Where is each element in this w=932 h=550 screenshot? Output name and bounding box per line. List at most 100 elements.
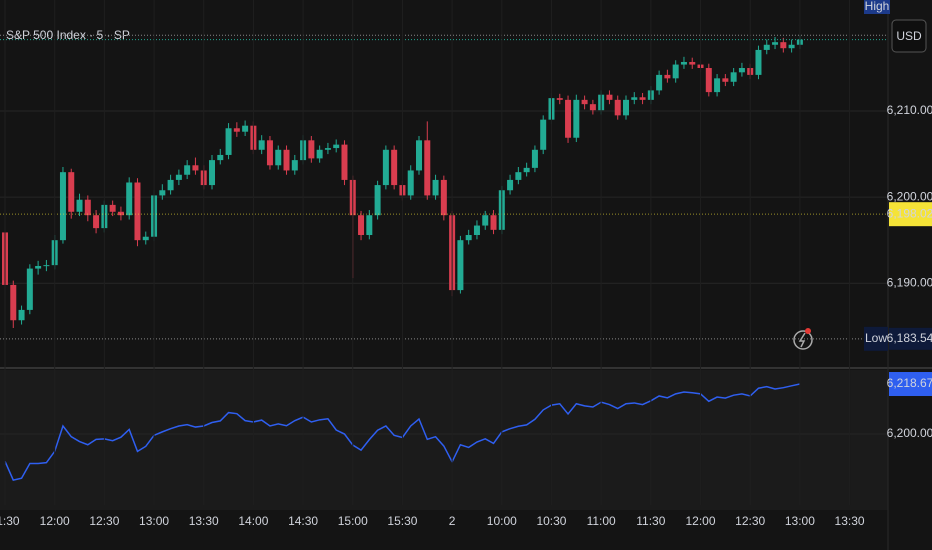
low-tag-bg bbox=[889, 327, 932, 350]
x-tick-label: 13:00 bbox=[139, 514, 169, 528]
candle-body bbox=[689, 61, 696, 65]
x-tick-label: 13:00 bbox=[785, 514, 815, 528]
candle-body bbox=[772, 42, 779, 45]
candle-body bbox=[68, 172, 75, 212]
candle-body bbox=[266, 140, 273, 166]
candle-body bbox=[316, 149, 323, 159]
candle-body bbox=[714, 78, 721, 93]
lower-pane bbox=[0, 370, 888, 510]
candle-body bbox=[738, 68, 745, 73]
price-line-tag: 6,198.02 bbox=[887, 206, 932, 220]
candle-body bbox=[631, 97, 638, 100]
candle-body bbox=[175, 174, 182, 180]
x-tick-label: 15:30 bbox=[387, 514, 417, 528]
candle-body bbox=[581, 99, 588, 105]
candle-body bbox=[440, 179, 447, 216]
candle-body bbox=[43, 265, 50, 267]
candle-body bbox=[565, 99, 572, 138]
alert-circle[interactable] bbox=[793, 330, 813, 350]
candle-body bbox=[59, 172, 66, 241]
x-tick-label: 12:30 bbox=[735, 514, 765, 528]
candle-body bbox=[407, 170, 414, 196]
x-tick-label: 2 bbox=[449, 514, 456, 528]
low-tag: 6,183.54 bbox=[887, 331, 932, 345]
alert-dot[interactable] bbox=[805, 328, 811, 334]
candle-body bbox=[788, 44, 795, 49]
candle-body bbox=[84, 199, 91, 216]
candle-body bbox=[324, 148, 331, 150]
candle-body bbox=[556, 98, 563, 100]
y-tick-label: 6,190.00 bbox=[887, 275, 932, 289]
x-tick-label: 10:00 bbox=[487, 514, 517, 528]
low-name-bg bbox=[864, 326, 888, 351]
x-tick-label: 11:00 bbox=[587, 514, 616, 528]
y-tick-label: 6,200.00 bbox=[887, 426, 932, 440]
x-tick-label: 10:30 bbox=[536, 514, 566, 528]
candle-body bbox=[523, 167, 530, 173]
candle-body bbox=[308, 140, 315, 159]
candle-body bbox=[333, 144, 340, 149]
high-tag: High bbox=[865, 0, 890, 13]
candle-body bbox=[722, 78, 729, 82]
x-tick-label: 14:30 bbox=[288, 514, 318, 528]
candle-body bbox=[531, 149, 538, 168]
candle-body bbox=[126, 182, 133, 216]
candle-body bbox=[275, 149, 282, 166]
alert-bolt[interactable] bbox=[798, 332, 806, 348]
candle-body bbox=[573, 99, 580, 138]
y-tick-label: 6,210.00 bbox=[887, 103, 932, 117]
candle-body bbox=[664, 74, 671, 79]
x-tick-label: 13:30 bbox=[189, 514, 219, 528]
alert-icon[interactable] bbox=[793, 328, 813, 350]
x-tick-label: 11:30 bbox=[0, 514, 20, 528]
currency-label[interactable]: USD bbox=[896, 29, 922, 43]
candle-body bbox=[382, 149, 389, 186]
candle-body bbox=[117, 211, 124, 216]
candle-body bbox=[473, 225, 480, 236]
candle-body bbox=[755, 49, 762, 75]
candle-body bbox=[283, 149, 290, 171]
candle-body bbox=[614, 99, 621, 116]
price-tag-bg bbox=[889, 372, 932, 397]
candle-body bbox=[730, 72, 737, 82]
candle-body bbox=[540, 119, 547, 150]
candle-body bbox=[233, 128, 240, 132]
candle-body bbox=[465, 235, 472, 241]
candle-body bbox=[705, 68, 712, 93]
candle-body bbox=[242, 125, 249, 132]
candle-body bbox=[366, 215, 373, 236]
candle-body bbox=[656, 74, 663, 91]
x-tick-label: 12:00 bbox=[40, 514, 70, 528]
candle-body bbox=[341, 144, 348, 180]
candle-body bbox=[192, 165, 199, 171]
x-tick-label: 12:00 bbox=[686, 514, 716, 528]
candle-body bbox=[358, 215, 365, 236]
candle-body bbox=[680, 61, 687, 65]
candle-body bbox=[639, 97, 646, 100]
candle-body bbox=[672, 64, 679, 79]
candle-body bbox=[482, 215, 489, 226]
candle-body bbox=[10, 284, 17, 321]
candle-body bbox=[109, 204, 116, 212]
candle-body bbox=[209, 160, 215, 186]
candle-body bbox=[18, 309, 25, 321]
x-tick-label: 13:30 bbox=[835, 514, 865, 528]
candle-body bbox=[515, 172, 522, 180]
candle-body bbox=[167, 179, 174, 191]
candle-body bbox=[391, 149, 398, 186]
candle-body bbox=[623, 99, 629, 116]
currency-button[interactable] bbox=[891, 19, 927, 53]
candle-body bbox=[432, 179, 439, 196]
candle-body bbox=[763, 44, 770, 50]
candle-body bbox=[217, 154, 224, 161]
candle-body bbox=[225, 128, 232, 155]
candle-body bbox=[26, 268, 33, 310]
candle-body bbox=[589, 104, 596, 111]
chart-title: S&P 500 Index · 5 · SP bbox=[6, 28, 130, 42]
low-name: Low bbox=[865, 331, 887, 345]
x-tick-label: 15:00 bbox=[338, 514, 368, 528]
x-tick-label: 11:30 bbox=[636, 514, 665, 528]
candle-body bbox=[490, 215, 497, 230]
candle-body bbox=[457, 240, 464, 291]
